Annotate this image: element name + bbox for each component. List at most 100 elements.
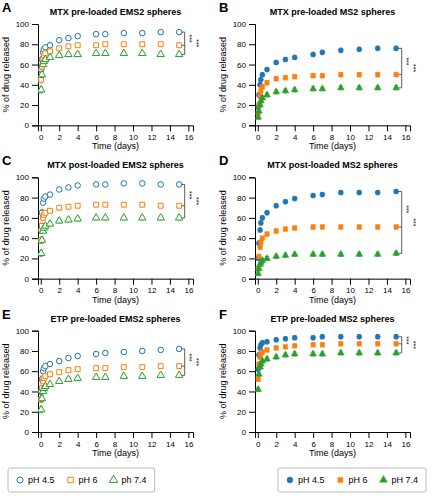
x-axis-line: [39, 279, 194, 285]
error-bar: [94, 182, 98, 186]
y-tick: 80: [20, 194, 38, 203]
x-tick-mark: [59, 279, 60, 285]
point: [66, 35, 72, 41]
point: [264, 67, 269, 72]
x-tick: 2: [57, 125, 62, 142]
series: [256, 189, 399, 261]
y-tick-mark: [32, 85, 38, 86]
point: [139, 372, 146, 378]
point: [75, 33, 81, 39]
point: [46, 380, 53, 386]
point: [356, 250, 363, 256]
legend-label: pH 4.5: [298, 475, 325, 485]
point: [258, 245, 262, 249]
y-tick-mark: [249, 177, 255, 178]
error-bar: [44, 195, 48, 199]
point: [292, 226, 296, 230]
significance-bracket: [399, 337, 402, 353]
point: [339, 225, 343, 229]
error-bar: [257, 254, 261, 258]
legend-label: pH 6: [79, 475, 98, 485]
point: [175, 371, 182, 377]
x-tick-mark: [78, 125, 79, 131]
error-bar: [48, 209, 52, 213]
point: [65, 50, 72, 56]
error-bar: [159, 364, 163, 368]
y-tick-label: 40: [20, 388, 29, 397]
x-tick: 10: [129, 125, 138, 142]
x-tick-mark: [313, 279, 314, 285]
error-bar: [76, 34, 80, 38]
x-tick: 14: [166, 125, 175, 142]
x-tick-label: 16: [184, 440, 193, 449]
error-bar: [67, 356, 71, 360]
y-tick-label: 100: [16, 327, 30, 336]
x-tick-mark: [59, 125, 60, 131]
point: [258, 77, 263, 82]
point: [337, 84, 344, 90]
point: [102, 49, 109, 55]
x-tick: 0: [39, 279, 44, 296]
error-bar: [376, 335, 380, 339]
x-axis: 0246810121416: [256, 432, 411, 449]
x-tick: 2: [57, 279, 62, 296]
point: [274, 337, 279, 342]
error-bar: [159, 42, 163, 46]
point: [102, 373, 109, 379]
bracket-tick: [182, 217, 185, 218]
significance-label: ***: [403, 336, 410, 344]
x-tick-mark: [276, 279, 277, 285]
bracket-tick: [399, 253, 402, 254]
y-tick-label: 80: [237, 347, 246, 356]
error-bar: [259, 89, 263, 93]
point: [319, 350, 326, 356]
x-tick: 16: [184, 279, 193, 296]
point: [66, 355, 72, 361]
error-bar: [104, 203, 108, 207]
x-tick-mark: [405, 125, 406, 131]
x-tick-mark: [170, 279, 171, 285]
x-tick-label: 4: [293, 133, 298, 142]
error-bar: [122, 203, 126, 207]
point: [260, 215, 265, 220]
x-tick-label: 4: [76, 286, 81, 295]
error-bar: [265, 340, 269, 344]
point: [258, 228, 263, 233]
error-bar: [339, 225, 343, 229]
x-tick-mark: [258, 125, 259, 131]
y-tick: 40: [237, 234, 255, 243]
y-tick-label: 20: [237, 101, 246, 110]
x-tick-mark: [405, 432, 406, 438]
x-tick: 8: [113, 279, 118, 296]
x-tick-mark: [188, 125, 189, 131]
y-tick-mark: [249, 85, 255, 86]
point: [311, 52, 316, 57]
legend: pH 4.5pH 6ph 7.4: [8, 468, 155, 492]
panel-label: C: [2, 153, 12, 168]
bracket-tick: [182, 366, 185, 367]
point: [140, 202, 145, 207]
point: [93, 351, 99, 357]
x-tick-mark: [151, 432, 152, 438]
point: [292, 55, 297, 60]
error-bar: [76, 367, 80, 371]
point: [320, 225, 324, 229]
bracket-bar: [401, 192, 402, 254]
point: [56, 187, 62, 193]
point: [260, 236, 264, 240]
error-bar: [261, 216, 265, 220]
legend-marker: [287, 477, 293, 483]
series: [39, 42, 182, 83]
y-axis-label: % of drug released: [218, 37, 228, 113]
error-bar: [357, 191, 361, 195]
x-tick: 8: [330, 125, 335, 142]
error-bar: [265, 211, 269, 215]
x-tick-mark: [368, 279, 369, 285]
x-tick-label: 16: [184, 286, 193, 295]
point: [57, 370, 62, 375]
point: [139, 348, 145, 354]
error-bar: [339, 342, 343, 346]
point: [339, 72, 343, 76]
point: [75, 367, 80, 372]
x-tick-label: 16: [184, 133, 193, 142]
